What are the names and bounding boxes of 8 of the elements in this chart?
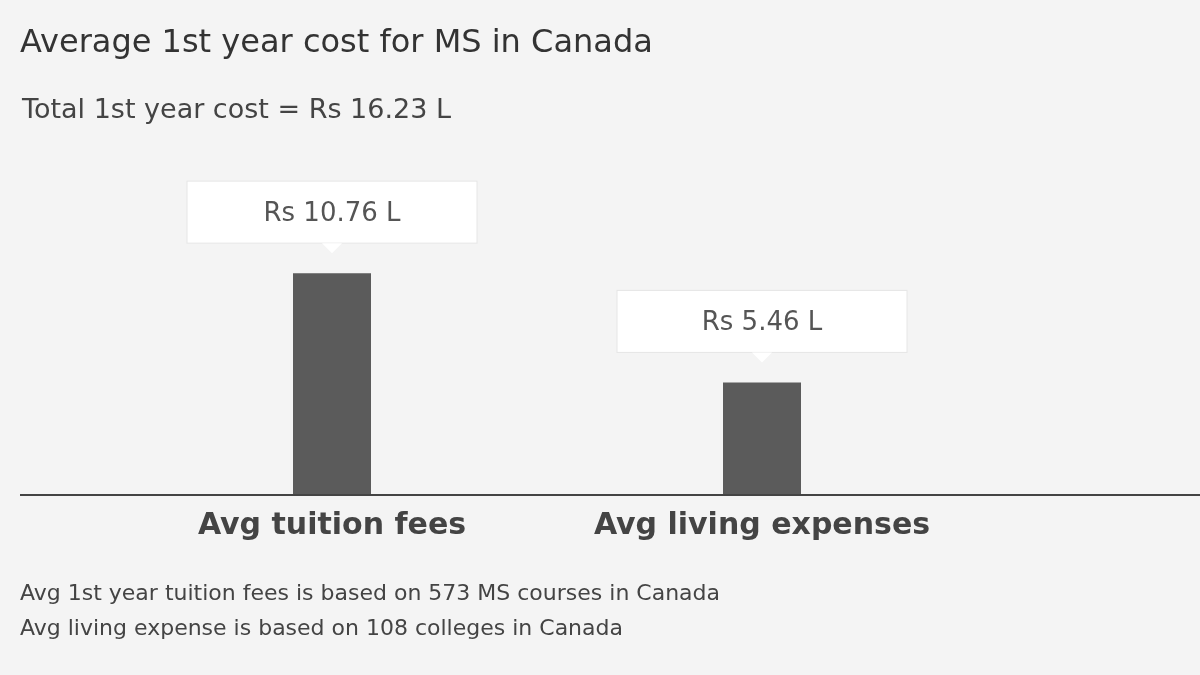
chart-subtitle: Total 1st year cost = Rs 16.23 L bbox=[22, 93, 452, 124]
data-label: Rs 10.76 L bbox=[263, 197, 402, 228]
data-label: Rs 5.46 L bbox=[701, 306, 823, 337]
text: Avg 1st year tuition fees is based on 573 MS courses in Canada bbox=[20, 579, 721, 607]
chart-title: Average 1st year cost for MS in Canada bbox=[20, 22, 653, 60]
x-tick-label: Avg tuition fees bbox=[197, 506, 467, 542]
x-tick-label: Avg living expenses bbox=[593, 506, 931, 542]
text: Avg living expense is based on 108 colleges in Canada bbox=[20, 614, 624, 642]
